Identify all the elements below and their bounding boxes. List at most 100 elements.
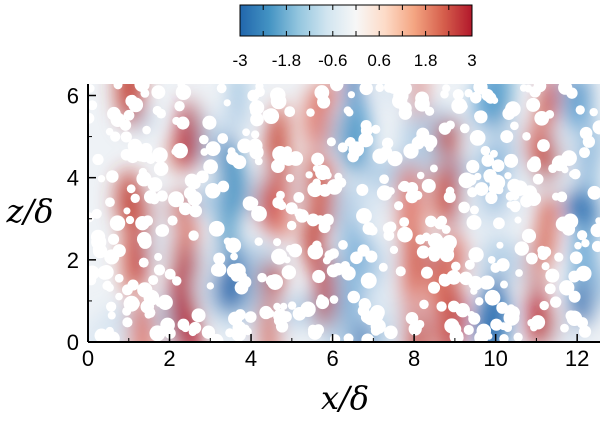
particle: [496, 241, 504, 249]
particle: [513, 332, 523, 342]
colorbar-tick-label: 0.6: [367, 51, 391, 70]
axes: 0 2 4 6 8 10 12 0 2 4 6 x/δ z/δ: [6, 84, 600, 417]
particle: [317, 95, 331, 109]
plot-area: [88, 84, 600, 342]
particle: [451, 261, 461, 272]
particle: [500, 130, 514, 144]
particle: [234, 280, 249, 295]
particle: [356, 208, 372, 224]
particle: [251, 205, 267, 222]
particle: [119, 119, 132, 131]
particle: [474, 172, 482, 181]
particle: [587, 185, 600, 200]
particle: [591, 240, 600, 253]
particle: [329, 295, 339, 304]
particle: [341, 266, 356, 281]
particle: [360, 124, 373, 137]
particle: [592, 120, 600, 135]
particle: [582, 135, 596, 148]
particle: [280, 302, 288, 310]
particle: [493, 217, 505, 230]
particle: [569, 170, 577, 178]
particle: [112, 244, 126, 258]
particle: [187, 191, 203, 207]
particle: [280, 311, 292, 323]
particle: [312, 240, 322, 250]
particle: [581, 238, 590, 248]
particle: [414, 134, 427, 147]
particle: [459, 271, 473, 286]
particle: [123, 109, 135, 121]
particle: [114, 273, 124, 283]
particle: [562, 222, 576, 236]
particle: [223, 99, 231, 107]
particle: [312, 269, 326, 284]
particle: [189, 177, 201, 190]
particle: [443, 190, 456, 204]
particle: [507, 178, 522, 193]
particle: [393, 201, 404, 211]
particle: [577, 230, 588, 241]
particle: [254, 86, 265, 98]
particle: [424, 106, 435, 116]
particle: [217, 133, 229, 144]
y-axis-tick-labels: 0 2 4 6: [67, 84, 79, 355]
particle: [530, 315, 546, 330]
particle: [172, 116, 181, 125]
particle: [106, 170, 119, 183]
particle: [345, 108, 354, 117]
particle: [491, 96, 499, 104]
particle: [356, 183, 369, 196]
particle: [213, 252, 226, 265]
particle: [539, 300, 549, 311]
particle: [167, 215, 178, 226]
particle: [88, 84, 95, 93]
particle: [398, 106, 412, 120]
low-speed-streak: [563, 84, 584, 131]
particle: [326, 137, 336, 147]
particle: [595, 217, 600, 225]
particle: [469, 205, 479, 215]
x-axis-label: x/δ: [321, 379, 369, 417]
particle: [199, 134, 209, 145]
particle: [499, 334, 509, 342]
particle: [177, 318, 190, 331]
particle: [88, 100, 98, 111]
particle: [311, 152, 325, 166]
colorbar-tick-label: -0.6: [318, 51, 347, 70]
low-speed-streak: [231, 84, 245, 128]
particle: [510, 121, 519, 131]
x-tick-label: 2: [163, 346, 175, 371]
particle: [153, 264, 166, 276]
particle: [88, 265, 100, 281]
particle: [285, 202, 298, 215]
y-tick-label: 4: [67, 166, 79, 191]
particle: [558, 84, 573, 95]
particle: [134, 84, 150, 93]
particle: [416, 245, 430, 259]
particle: [201, 325, 216, 339]
particle: [282, 146, 293, 156]
particle: [358, 132, 374, 148]
particle: [107, 311, 116, 320]
particle: [458, 201, 470, 214]
particle: [306, 108, 315, 117]
particle: [554, 252, 564, 262]
particle: [487, 256, 496, 264]
particle: [92, 243, 108, 259]
particle: [358, 297, 371, 311]
particle: [347, 290, 361, 304]
particle: [446, 270, 462, 285]
particle: [334, 172, 343, 181]
particle: [188, 230, 199, 241]
particle: [149, 325, 166, 342]
particle: [470, 91, 482, 104]
high-speed-streak: [429, 163, 449, 223]
particle: [329, 84, 344, 92]
x-tick-label: 4: [245, 346, 257, 371]
particle: [360, 272, 377, 289]
particle: [286, 220, 297, 231]
particle: [231, 327, 246, 342]
colorbar: -3 -1.8 -0.6 0.6 1.8 3: [232, 4, 477, 70]
